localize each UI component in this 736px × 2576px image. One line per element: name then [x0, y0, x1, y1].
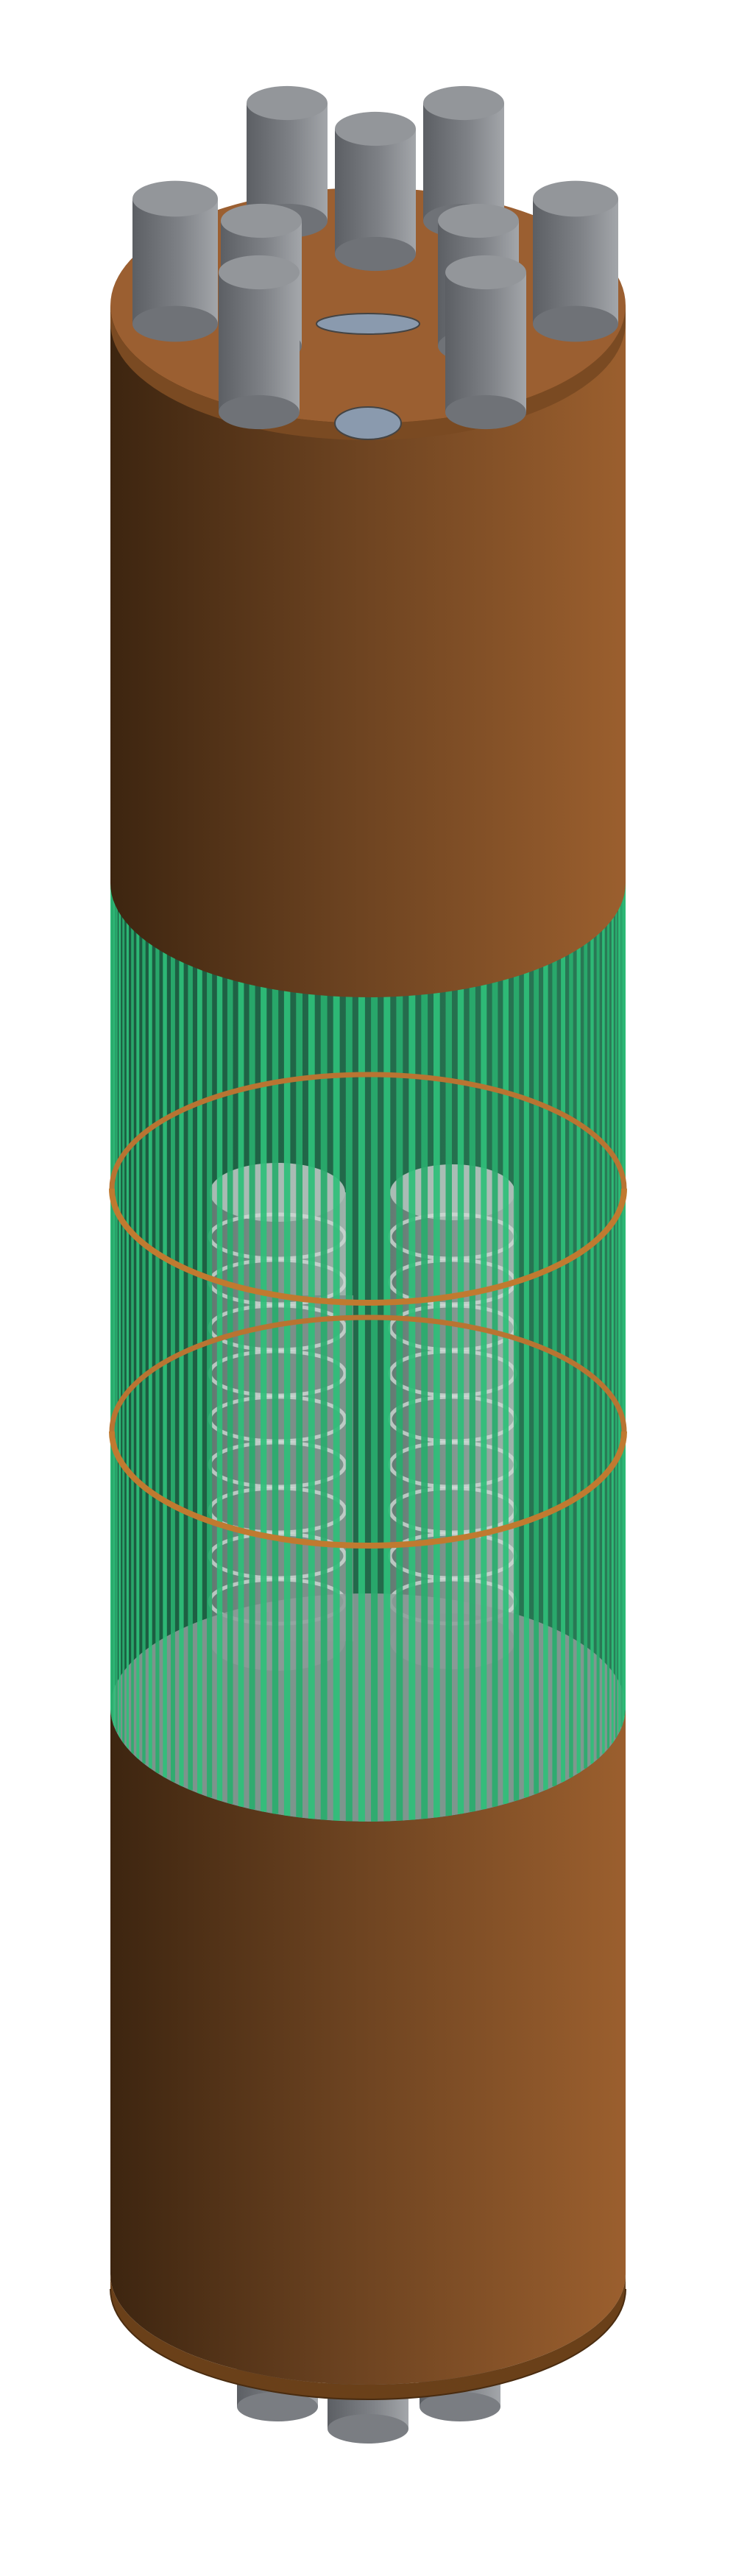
cage-bar — [216, 868, 223, 1801]
top-hole-center — [316, 313, 420, 335]
cage-bar — [561, 868, 565, 1783]
cage-bar — [492, 868, 498, 1807]
cage-bar — [611, 868, 614, 1744]
cage-bar — [116, 868, 118, 1733]
cage-bar — [163, 868, 167, 1778]
cage-bar — [155, 868, 160, 1774]
cage-bar — [113, 868, 116, 1727]
cage-bar — [320, 868, 328, 1820]
cage-bar — [576, 868, 581, 1774]
cage-section — [110, 868, 626, 1822]
cage-bar — [457, 868, 464, 1814]
cage-bar — [543, 868, 548, 1791]
cage-bar — [622, 868, 625, 1722]
cage-bar — [238, 868, 244, 1807]
cage-bar — [272, 868, 279, 1814]
cage-bar — [584, 868, 588, 1769]
cage-bar — [434, 868, 440, 1818]
cage-bar — [136, 868, 140, 1759]
cage-bars — [110, 868, 626, 1822]
cage-bar — [590, 868, 594, 1764]
cage-bar — [296, 868, 302, 1818]
cage-floor — [110, 1593, 626, 1822]
cage-bar — [148, 868, 152, 1769]
cage-bar — [308, 868, 315, 1819]
top-rods — [132, 85, 618, 430]
cage-bar — [179, 868, 184, 1786]
cage-bar — [142, 868, 146, 1764]
cage-bar — [283, 868, 291, 1816]
cage-bar — [383, 868, 391, 1822]
top-rod — [533, 180, 618, 342]
top-rod — [219, 255, 300, 430]
cage-bar — [358, 868, 365, 1822]
cage-bar — [197, 868, 202, 1794]
cage-bar — [122, 868, 125, 1744]
cage-bar — [618, 868, 620, 1733]
cage-bar — [118, 868, 121, 1738]
cage-bar — [523, 868, 529, 1798]
cage-bar — [261, 868, 267, 1812]
cage-bar — [249, 868, 255, 1810]
cage-bar — [481, 868, 487, 1810]
cage-bar — [421, 868, 428, 1819]
cage-bar — [469, 868, 475, 1812]
cage-bar — [126, 868, 129, 1749]
cage-bar — [188, 868, 193, 1791]
cage-bar — [513, 868, 520, 1801]
cage-bar — [111, 868, 114, 1722]
top-rod — [445, 255, 526, 430]
cage-bar — [569, 868, 573, 1778]
cage-bar — [552, 868, 557, 1786]
cage-bar — [207, 868, 213, 1798]
cage-bar — [333, 868, 340, 1821]
cage-bar — [624, 868, 626, 1710]
cage-bar — [171, 868, 175, 1783]
cage-bar — [396, 868, 403, 1821]
cage-bar — [606, 868, 610, 1749]
cage-bar — [371, 868, 378, 1822]
cage-bar — [596, 868, 600, 1759]
cage-bar — [534, 868, 539, 1794]
cage-bar — [408, 868, 416, 1820]
cage-bar — [131, 868, 134, 1754]
top-hole-front — [334, 406, 402, 440]
cage-bar — [615, 868, 618, 1738]
lower-housing — [110, 1708, 626, 2400]
cage-bar — [620, 868, 623, 1727]
top-rod — [335, 111, 416, 272]
top-rod — [132, 180, 218, 342]
cage-bar — [445, 868, 452, 1816]
cage-bar — [345, 868, 353, 1822]
cage-bar — [602, 868, 605, 1754]
cage-bands — [109, 1072, 627, 1549]
